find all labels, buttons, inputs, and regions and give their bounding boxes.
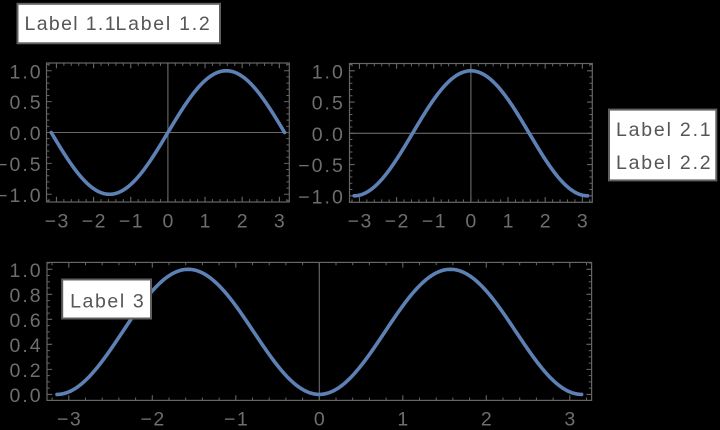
svg-text:−0.5: −0.5 xyxy=(0,154,43,176)
svg-text:3: 3 xyxy=(274,211,286,233)
svg-text:−2: −2 xyxy=(385,211,410,233)
svg-text:0.5: 0.5 xyxy=(9,92,42,114)
svg-text:Label 3: Label 3 xyxy=(70,290,145,312)
svg-text:2: 2 xyxy=(481,409,493,430)
svg-text:Label 2.2: Label 2.2 xyxy=(616,152,712,174)
svg-text:0.2: 0.2 xyxy=(9,360,42,382)
svg-text:2: 2 xyxy=(237,211,249,233)
svg-text:−1: −1 xyxy=(224,409,249,430)
svg-text:0: 0 xyxy=(163,211,175,233)
svg-text:0.8: 0.8 xyxy=(9,285,42,307)
svg-text:0.4: 0.4 xyxy=(9,335,42,357)
svg-text:−2: −2 xyxy=(140,409,165,430)
svg-text:0: 0 xyxy=(314,409,326,430)
svg-text:0.0: 0.0 xyxy=(312,124,345,146)
svg-text:1.0: 1.0 xyxy=(312,61,345,83)
svg-text:0.5: 0.5 xyxy=(312,93,345,115)
svg-text:−1.0: −1.0 xyxy=(0,185,43,207)
svg-text:Label 2.1: Label 2.1 xyxy=(616,119,712,141)
svg-text:3: 3 xyxy=(577,211,589,233)
svg-text:1: 1 xyxy=(397,409,409,430)
svg-text:−0.5: −0.5 xyxy=(298,155,345,177)
svg-text:−3: −3 xyxy=(57,409,82,430)
svg-text:1: 1 xyxy=(200,211,212,233)
svg-text:1.0: 1.0 xyxy=(9,61,42,83)
svg-text:0.6: 0.6 xyxy=(9,310,42,332)
svg-text:−1: −1 xyxy=(422,211,447,233)
svg-text:−1.0: −1.0 xyxy=(298,186,345,208)
svg-text:Label 1.2: Label 1.2 xyxy=(116,13,212,35)
svg-text:−3: −3 xyxy=(45,211,70,233)
svg-text:0: 0 xyxy=(465,211,477,233)
svg-text:0.0: 0.0 xyxy=(9,385,42,407)
svg-text:0.0: 0.0 xyxy=(9,123,42,145)
svg-text:−3: −3 xyxy=(348,211,373,233)
svg-text:Label 1.1: Label 1.1 xyxy=(25,13,117,35)
svg-text:1.0: 1.0 xyxy=(9,260,42,282)
svg-text:−2: −2 xyxy=(82,211,107,233)
svg-text:1: 1 xyxy=(503,211,515,233)
svg-text:3: 3 xyxy=(564,409,576,430)
svg-text:−1: −1 xyxy=(119,211,144,233)
svg-text:2: 2 xyxy=(540,211,552,233)
